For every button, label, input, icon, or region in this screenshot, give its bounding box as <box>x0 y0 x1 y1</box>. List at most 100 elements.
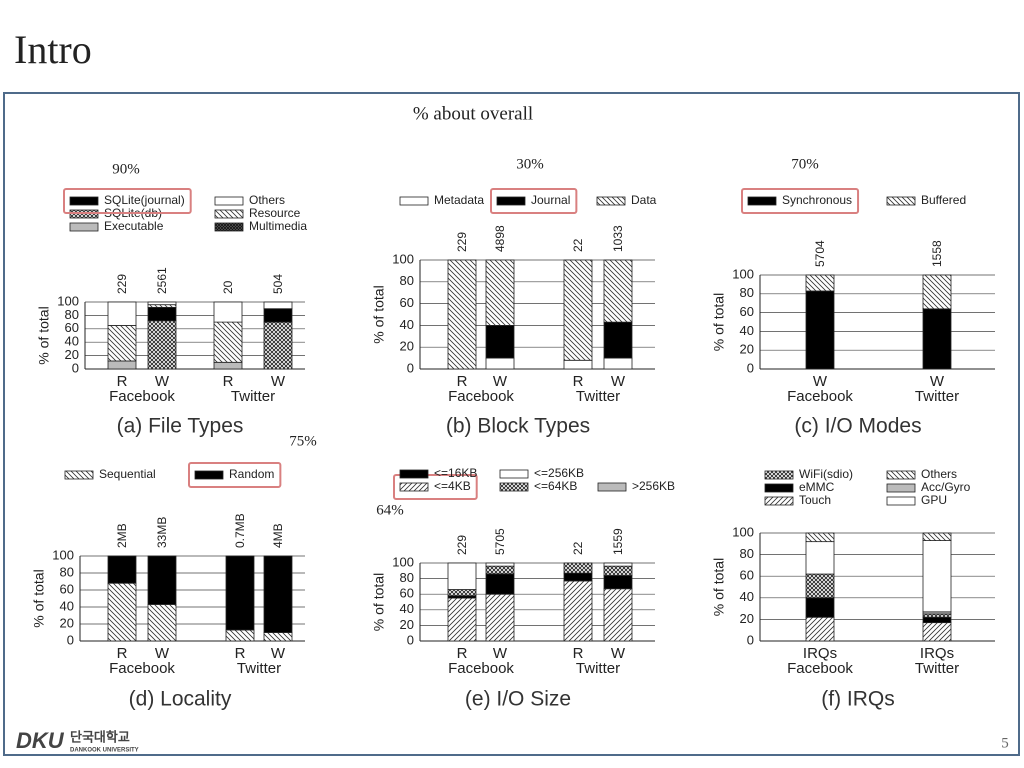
y-tick-label: 80 <box>65 307 79 322</box>
y-tick-label: 60 <box>400 586 414 601</box>
bar-segment <box>805 597 835 618</box>
bar-segment <box>922 532 952 541</box>
legend-swatch <box>214 222 244 232</box>
y-tick-label: 0 <box>747 632 754 647</box>
y-axis-label: % of total <box>371 285 387 343</box>
y-tick-label: 60 <box>740 304 754 319</box>
bar-segment <box>805 532 835 543</box>
x-tick-label: R <box>573 373 584 390</box>
bar-segment <box>107 582 137 642</box>
legend-swatch <box>499 482 529 492</box>
bar-segment <box>922 616 952 624</box>
y-tick-label: 80 <box>60 564 74 579</box>
y-tick-label: 100 <box>57 293 79 308</box>
subtitle: % about overall <box>413 103 533 124</box>
bar-segment <box>485 259 515 326</box>
x-tick-label: R <box>457 373 468 390</box>
bar-segment <box>147 306 177 322</box>
y-tick-label: 100 <box>732 266 754 281</box>
y-axis-label: % of total <box>31 569 47 627</box>
bar-total-label: 1559 <box>611 528 625 555</box>
legend-highlight <box>490 188 578 214</box>
y-tick-label: 80 <box>400 570 414 585</box>
x-tick-label: W <box>155 373 170 390</box>
bar-total-label: 2MB <box>115 523 129 548</box>
bar-segment <box>263 308 293 323</box>
y-tick-label: 80 <box>740 546 754 561</box>
bar-segment <box>563 259 593 361</box>
bar-total-label: 22 <box>571 238 585 252</box>
legend-swatch <box>597 482 627 492</box>
bar-segment <box>147 304 177 308</box>
y-tick-label: 40 <box>740 323 754 338</box>
y-tick-label: 40 <box>65 334 79 349</box>
legend-label: Synchronous <box>782 193 852 207</box>
x-tick-label: W <box>930 373 945 390</box>
legend-swatch <box>886 470 916 480</box>
bar-segment <box>213 361 243 370</box>
y-tick-label: 20 <box>400 617 414 632</box>
legend-label: Touch <box>799 493 831 507</box>
x-tick-label: IRQs <box>920 645 954 662</box>
bar-segment <box>922 622 952 642</box>
y-axis-label: % of total <box>36 306 52 364</box>
bar-segment <box>147 320 177 370</box>
annotation: 90% <box>112 161 140 177</box>
annotation: 30% <box>516 156 544 172</box>
x-tick-label: R <box>457 645 468 662</box>
y-axis-label: % of total <box>711 558 727 616</box>
y-tick-label: 100 <box>392 554 414 569</box>
bar-segment <box>263 321 293 370</box>
bar-segment <box>147 301 177 306</box>
legend-highlight <box>393 474 478 500</box>
group-label: Facebook <box>787 388 853 405</box>
x-tick-label: R <box>117 373 128 390</box>
bar-segment <box>922 308 952 370</box>
bar-segment <box>603 562 633 567</box>
y-tick-label: 100 <box>732 524 754 539</box>
y-tick-label: 20 <box>740 611 754 626</box>
x-tick-label: W <box>271 373 286 390</box>
x-tick-label: W <box>493 373 508 390</box>
y-tick-label: 100 <box>392 251 414 266</box>
x-tick-label: W <box>611 373 626 390</box>
group-label: Twitter <box>576 660 620 677</box>
group-label: Twitter <box>576 388 620 405</box>
legend-swatch <box>69 222 99 232</box>
bar-total-label: 4MB <box>271 523 285 548</box>
bar-segment <box>603 565 633 576</box>
bar-segment <box>563 562 593 574</box>
bar-segment <box>922 613 952 618</box>
bar-total-label: 33MB <box>155 517 169 548</box>
legend-label: GPU <box>921 493 947 507</box>
legend-label: Random <box>229 467 274 481</box>
legend-swatch <box>399 196 429 206</box>
bar-segment <box>447 259 477 370</box>
chart-caption: (e) I/O Size <box>465 688 571 711</box>
y-tick-label: 80 <box>400 273 414 288</box>
bar-segment <box>922 274 952 310</box>
legend-label: Journal <box>531 193 570 207</box>
bar-segment <box>263 555 293 633</box>
legend-swatch <box>214 209 244 219</box>
bar-segment <box>563 572 593 582</box>
bar-segment <box>447 589 477 597</box>
logo-english: DANKOOK UNIVERSITY <box>70 748 139 754</box>
legend-swatch <box>64 470 94 480</box>
legend-swatch <box>886 196 916 206</box>
bar-total-label: 1033 <box>611 225 625 252</box>
group-label: Facebook <box>109 388 175 405</box>
group-label: Twitter <box>237 660 281 677</box>
bar-segment <box>147 604 177 642</box>
y-tick-label: 0 <box>407 632 414 647</box>
x-tick-label: R <box>117 645 128 662</box>
bar-total-label: 22 <box>571 541 585 555</box>
page-number: 5 <box>1001 735 1009 751</box>
chart-caption: (c) I/O Modes <box>794 415 921 438</box>
legend-swatch <box>886 496 916 506</box>
y-tick-label: 60 <box>60 581 74 596</box>
legend-swatch <box>499 469 529 479</box>
legend-label: Resource <box>249 206 301 220</box>
bar-segment <box>263 301 293 310</box>
